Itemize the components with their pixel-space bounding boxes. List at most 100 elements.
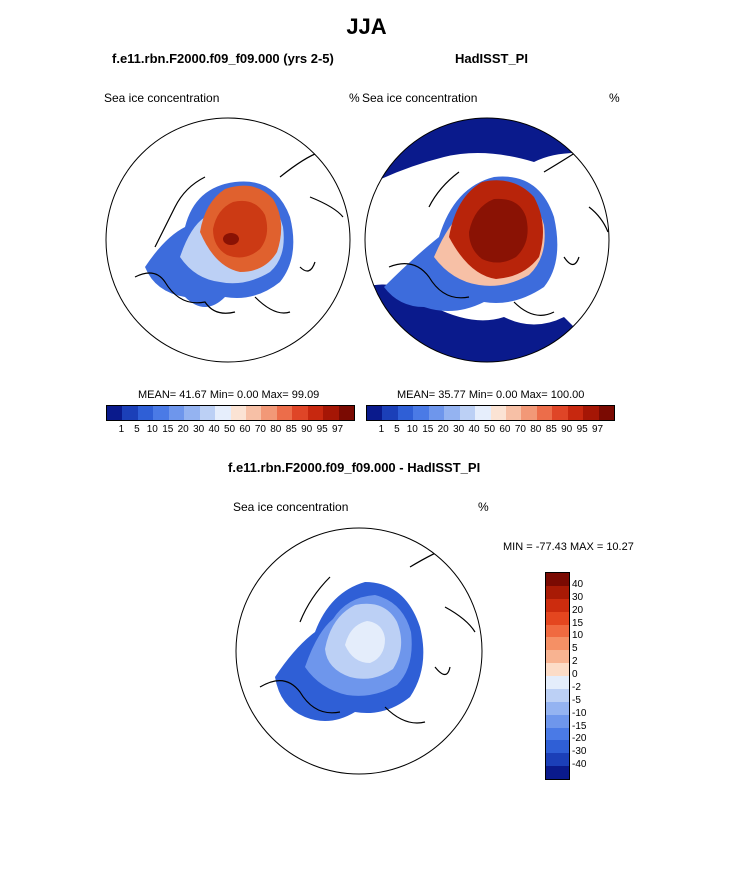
colorbar-swatch	[475, 406, 491, 420]
colorbar-tick-label: 80	[270, 424, 282, 435]
colorbar-tick-label: 10	[572, 630, 584, 642]
model-colorbar	[106, 405, 355, 421]
colorbar-tick-label: 90	[301, 424, 313, 435]
colorbar-tick-label: 90	[561, 424, 573, 435]
colorbar-tick-label: 60	[499, 424, 511, 435]
model-stats: MEAN= 41.67 Min= 0.00 Max= 99.09	[138, 389, 320, 401]
colorbar-swatch	[546, 624, 569, 638]
colorbar-swatch	[215, 406, 231, 420]
colorbar-tick-label: 40	[468, 424, 480, 435]
colorbar-swatch	[428, 406, 445, 420]
colorbar-swatch	[546, 766, 569, 779]
colorbar-tick-label: 95	[316, 424, 328, 435]
colorbar-swatch	[546, 650, 569, 664]
colorbar-swatch	[598, 406, 614, 420]
colorbar-tick-label: 70	[514, 424, 526, 435]
colorbar-tick-label: -10	[572, 707, 587, 719]
coast	[388, 146, 585, 316]
colorbar-swatch	[292, 406, 308, 420]
colorbar-swatch	[397, 406, 414, 420]
colorbar-swatch	[546, 753, 569, 767]
colorbar-swatch	[552, 406, 568, 420]
right-units-label: %	[609, 91, 620, 105]
obs-panel-title: HadISST_PI	[455, 51, 528, 66]
right-variable-label: Sea ice concentration	[362, 91, 478, 105]
colorbar-swatch	[546, 714, 569, 728]
colorbar-swatch	[505, 406, 522, 420]
obs-colorbar	[366, 405, 615, 421]
colorbar-swatch	[184, 406, 200, 420]
difference-colorbar	[545, 572, 570, 780]
colorbar-tick-label: 97	[332, 424, 344, 435]
colorbar-tick-label: 50	[223, 424, 236, 435]
colorbar-tick-label: 5	[134, 424, 140, 435]
colorbar-swatch	[546, 611, 569, 625]
colorbar-tick-label: 15	[572, 617, 584, 629]
colorbar-swatch	[546, 676, 569, 689]
colorbar-swatch	[459, 406, 476, 420]
difference-units-label: %	[478, 500, 489, 514]
model-panel-title: f.e11.rbn.F2000.f09_f09.000 (yrs 2-5)	[112, 51, 334, 66]
colorbar-swatch	[490, 406, 506, 420]
colorbar-tick-label: 20	[572, 604, 584, 616]
colorbar-tick-label: 30	[193, 424, 205, 435]
colorbar-swatch	[413, 406, 429, 420]
colorbar-swatch	[382, 406, 398, 420]
colorbar-swatch	[546, 701, 569, 715]
colorbar-swatch	[546, 573, 569, 586]
left-units-label: %	[349, 91, 360, 105]
colorbar-swatch	[546, 663, 569, 676]
colorbar-swatch	[546, 585, 569, 599]
colorbar-tick-label: 60	[239, 424, 251, 435]
colorbar-swatch	[199, 406, 216, 420]
coast	[134, 151, 321, 314]
colorbar-tick-label: -15	[572, 720, 587, 732]
colorbar-tick-label: 40	[208, 424, 220, 435]
difference-minmax: MIN = -77.43 MAX = 10.27	[503, 541, 634, 553]
difference-panel-title: f.e11.rbn.F2000.f09_f09.000 - HadISST_PI	[228, 460, 481, 475]
colorbar-tick-label: 5	[394, 424, 400, 435]
colorbar-tick-label: -40	[572, 759, 587, 771]
colorbar-tick-label: 95	[576, 424, 588, 435]
colorbar-tick-label: 40	[572, 578, 584, 590]
colorbar-tick-label: 1	[378, 424, 385, 435]
colorbar-tick-label: 50	[483, 424, 496, 435]
colorbar-swatch	[567, 406, 584, 420]
colorbar-swatch	[536, 406, 553, 420]
colorbar-tick-label: 0	[572, 669, 578, 680]
colorbar-swatch	[230, 406, 246, 420]
obs-polar-map	[364, 117, 610, 363]
colorbar-tick-label: 20	[177, 424, 189, 435]
colorbar-tick-label: -30	[572, 746, 587, 758]
colorbar-tick-label: 70	[254, 424, 266, 435]
colorbar-tick-label: 5	[572, 643, 578, 655]
colorbar-tick-label: 97	[592, 424, 604, 435]
colorbar-swatch	[323, 406, 339, 420]
colorbar-swatch	[137, 406, 154, 420]
colorbar-tick-label: 30	[572, 591, 584, 603]
colorbar-tick-label: 2	[572, 656, 578, 668]
colorbar-swatch	[546, 740, 569, 754]
left-variable-label: Sea ice concentration	[104, 91, 220, 105]
colorbar-swatch	[444, 406, 460, 420]
colorbar-tick-label: 15	[422, 424, 434, 435]
colorbar-swatch	[261, 406, 277, 420]
colorbar-tick-label: -20	[572, 733, 587, 745]
colorbar-swatch	[546, 598, 569, 612]
colorbar-tick-label: 80	[530, 424, 542, 435]
colorbar-swatch	[153, 406, 169, 420]
colorbar-swatch	[307, 406, 324, 420]
colorbar-swatch	[367, 406, 383, 420]
colorbar-swatch	[168, 406, 185, 420]
colorbar-tick-label: 30	[453, 424, 465, 435]
difference-polar-map	[235, 527, 483, 775]
difference-variable-label: Sea ice concentration	[233, 500, 349, 514]
colorbar-swatch	[546, 727, 569, 741]
season-title: JJA	[346, 14, 387, 39]
colorbar-swatch	[546, 688, 569, 702]
coast	[259, 546, 451, 724]
colorbar-tick-label: 1	[118, 424, 125, 435]
colorbar-tick-label: 85	[545, 424, 557, 435]
colorbar-swatch	[521, 406, 537, 420]
colorbar-tick-label: 10	[146, 424, 158, 435]
